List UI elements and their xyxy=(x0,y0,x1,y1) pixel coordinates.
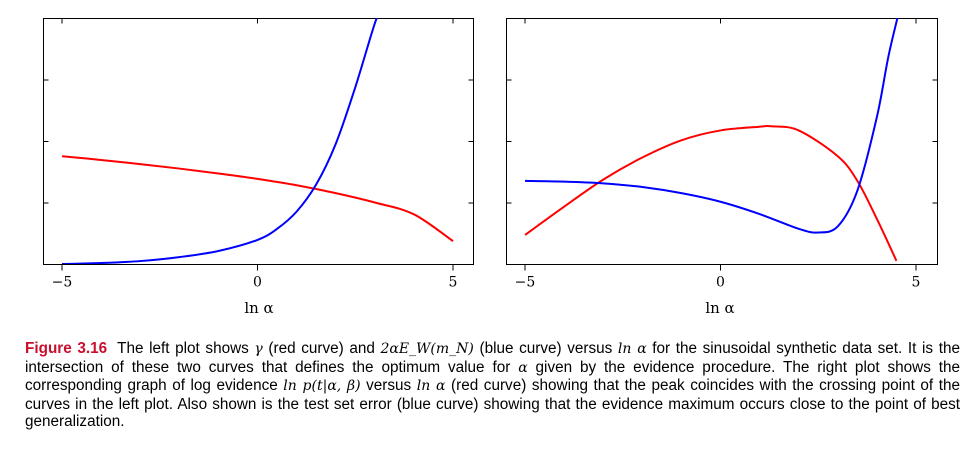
caption-math-lna-1: ln α xyxy=(617,341,647,357)
right-xtick-label: −5 xyxy=(515,275,536,291)
right-xlabel: ln α xyxy=(705,299,734,317)
right-ticks xyxy=(506,18,938,271)
right-xtick-label: 0 xyxy=(716,275,725,291)
caption-text-e: given by the evidence procedure. The rig… xyxy=(25,358,960,395)
left-ticks xyxy=(43,18,474,271)
caption-text-g: (red curve) showing that the peak coinci… xyxy=(25,377,960,431)
right-plot-frame xyxy=(506,18,938,265)
left-xtick-label: 0 xyxy=(253,275,262,291)
caption-text-f: versus xyxy=(360,377,417,395)
right-series-blue-curve xyxy=(524,18,899,234)
left-xtick-label: 5 xyxy=(449,275,458,291)
caption-text-a: The left plot shows xyxy=(117,340,255,357)
caption-math-ew: 2αE_W(m_N) xyxy=(380,341,474,357)
caption-math-evidence: ln p(t|α, β) xyxy=(283,378,361,395)
caption-text-c: (blue curve) versus xyxy=(473,340,618,357)
right-plot: −5 0 5 ln α xyxy=(506,18,938,317)
right-series-red-curve xyxy=(524,124,898,262)
left-series-red-curve xyxy=(61,155,454,242)
right-tick-labels: −5 0 5 xyxy=(515,275,921,291)
left-tick-labels: −5 0 5 xyxy=(52,275,458,291)
caption-text-b: (red curve) and xyxy=(262,340,381,357)
figure-svg: −5 0 5 ln α −5 0 5 ln α xyxy=(43,18,938,317)
left-xtick-label: −5 xyxy=(52,275,73,291)
caption-text-d: for the sinusoidal synthetic data set. I… xyxy=(25,340,960,376)
caption-math-alpha: α xyxy=(518,359,528,376)
caption-math-lna-2: ln α xyxy=(416,378,446,395)
left-xlabel: ln α xyxy=(244,299,273,317)
left-plot-frame xyxy=(43,18,474,265)
right-xtick-label: 5 xyxy=(912,275,921,291)
figure-label: Figure 3.16 xyxy=(25,340,108,357)
left-series xyxy=(61,18,454,264)
figure-caption: Figure 3.16 The left plot shows γ (red cu… xyxy=(25,340,960,431)
left-plot: −5 0 5 ln α xyxy=(43,18,474,317)
left-series-blue-curve xyxy=(61,18,378,264)
caption-math-gamma: γ xyxy=(254,341,263,357)
right-series xyxy=(524,18,899,262)
